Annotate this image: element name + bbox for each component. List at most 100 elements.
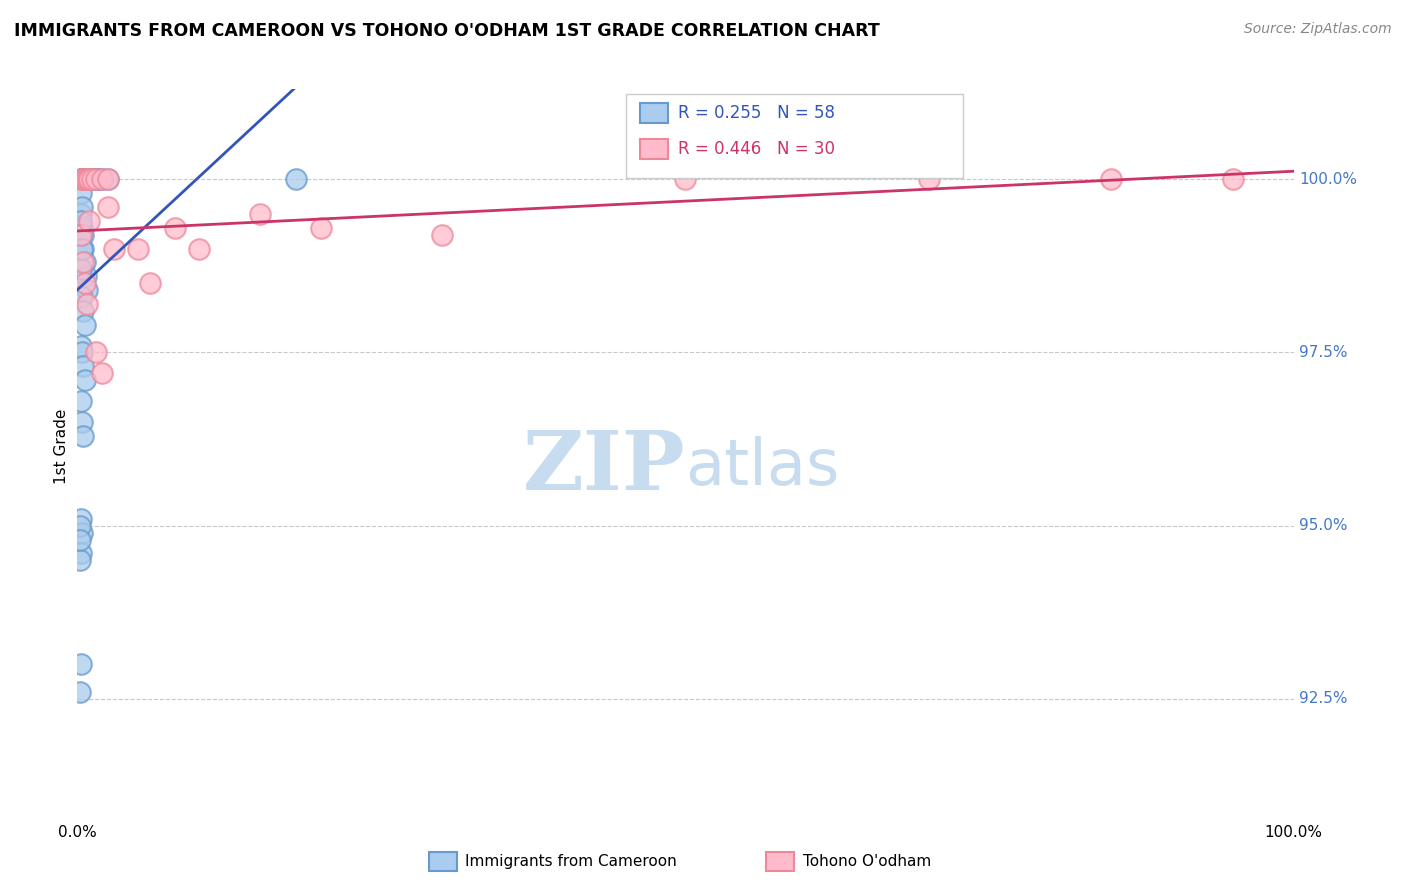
Point: [1222, 172, 1244, 186]
Point: [72, 172, 94, 186]
Point: [309, 220, 332, 235]
Point: [97, 200, 120, 214]
Point: [430, 227, 453, 242]
Point: [77, 172, 100, 186]
Point: [73, 373, 96, 387]
Point: [86, 172, 108, 186]
Point: [70, 227, 93, 242]
Point: [70, 415, 93, 429]
Point: [80, 172, 103, 186]
Point: [70, 338, 93, 352]
Point: [675, 172, 697, 186]
Point: [72, 304, 94, 318]
Point: [103, 242, 125, 256]
Point: [72, 255, 94, 269]
Text: 100.0%: 100.0%: [1264, 825, 1323, 840]
Point: [76, 297, 98, 311]
Point: [70, 200, 93, 214]
Point: [70, 172, 93, 186]
Point: [80, 172, 103, 186]
Point: [70, 172, 93, 186]
Point: [75, 172, 97, 186]
Point: [73, 172, 96, 186]
Point: [97, 172, 120, 186]
Text: 100.0%: 100.0%: [1299, 172, 1357, 186]
Text: R = 0.446   N = 30: R = 0.446 N = 30: [678, 140, 835, 158]
Point: [70, 214, 93, 228]
Point: [72, 172, 94, 186]
Point: [90, 172, 112, 186]
Point: [70, 207, 93, 221]
Point: [70, 657, 93, 672]
Point: [70, 546, 93, 560]
Point: [70, 172, 93, 186]
Point: [70, 290, 93, 304]
Point: [70, 186, 93, 201]
Point: [97, 172, 120, 186]
Point: [75, 172, 97, 186]
Point: [73, 172, 96, 186]
Point: [73, 255, 96, 269]
Point: [75, 172, 97, 186]
Point: [70, 394, 93, 409]
Point: [285, 172, 308, 186]
Point: [70, 227, 93, 242]
Point: [77, 172, 100, 186]
Point: [75, 172, 97, 186]
Point: [79, 172, 101, 186]
Point: [70, 172, 93, 186]
Text: R = 0.255   N = 58: R = 0.255 N = 58: [678, 104, 835, 122]
Point: [188, 242, 211, 256]
Point: [84, 172, 107, 186]
Point: [139, 276, 162, 290]
Text: atlas: atlas: [686, 436, 839, 499]
Point: [73, 172, 96, 186]
Point: [89, 172, 111, 186]
Point: [70, 512, 93, 526]
Point: [77, 172, 100, 186]
Point: [1099, 172, 1122, 186]
Point: [72, 359, 94, 374]
Y-axis label: 1st Grade: 1st Grade: [53, 409, 69, 483]
Point: [82, 172, 104, 186]
Point: [76, 172, 98, 186]
Point: [72, 242, 94, 256]
Point: [90, 366, 112, 380]
Text: ZIP: ZIP: [523, 427, 686, 508]
Text: IMMIGRANTS FROM CAMEROON VS TOHONO O'ODHAM 1ST GRADE CORRELATION CHART: IMMIGRANTS FROM CAMEROON VS TOHONO O'ODH…: [14, 22, 880, 40]
Point: [73, 172, 96, 186]
Point: [72, 428, 94, 442]
Text: Source: ZipAtlas.com: Source: ZipAtlas.com: [1244, 22, 1392, 37]
Point: [73, 318, 96, 332]
Text: 92.5%: 92.5%: [1299, 691, 1347, 706]
Point: [69, 685, 91, 699]
Point: [80, 172, 103, 186]
Point: [79, 172, 101, 186]
Text: Tohono O'odham: Tohono O'odham: [803, 855, 931, 869]
Text: Immigrants from Cameroon: Immigrants from Cameroon: [465, 855, 678, 869]
Point: [69, 518, 91, 533]
Point: [72, 227, 94, 242]
Point: [249, 207, 271, 221]
Point: [90, 172, 112, 186]
Point: [79, 172, 101, 186]
Point: [918, 172, 941, 186]
Text: 95.0%: 95.0%: [1299, 518, 1347, 533]
Text: 0.0%: 0.0%: [58, 825, 97, 840]
Point: [69, 553, 91, 567]
Point: [163, 220, 186, 235]
Point: [72, 172, 94, 186]
Point: [72, 172, 94, 186]
Point: [70, 220, 93, 235]
Point: [76, 172, 98, 186]
Point: [70, 242, 93, 256]
Text: 97.5%: 97.5%: [1299, 345, 1347, 360]
Point: [84, 345, 107, 359]
Point: [127, 242, 149, 256]
Point: [70, 525, 93, 540]
Point: [75, 269, 97, 284]
Point: [70, 262, 93, 277]
Point: [69, 533, 91, 547]
Point: [79, 214, 101, 228]
Point: [73, 276, 96, 290]
